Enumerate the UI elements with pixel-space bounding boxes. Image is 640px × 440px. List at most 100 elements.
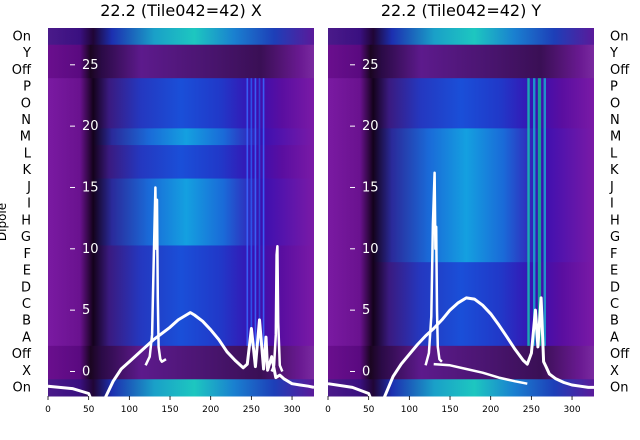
heatmap-row: [48, 379, 314, 397]
series-line: [270, 245, 284, 372]
heatmap-row: [328, 44, 594, 62]
x-tick-label: 200: [202, 405, 219, 415]
heatmap-row: [328, 278, 594, 297]
inner-tick-label: 15: [82, 180, 99, 195]
row-label: M: [20, 130, 31, 145]
vertical-bands: [246, 78, 265, 346]
x-tick-label: 250: [523, 405, 540, 415]
row-label: A: [610, 330, 619, 345]
heatmap-row: [328, 145, 594, 163]
flagged-band: [537, 78, 542, 346]
x-tick-labels: 0 50 100 150 200 250 300: [325, 396, 581, 415]
inner-tick-label: 25: [82, 58, 99, 73]
inner-tick-label: 25: [362, 58, 379, 73]
inner-tick-label: 20: [362, 119, 379, 134]
row-label: F: [610, 247, 617, 262]
row-label: J: [26, 180, 31, 195]
heatmap-row: [48, 28, 314, 46]
row-label: On: [13, 29, 31, 44]
flagged-band: [246, 78, 249, 346]
heatmap-row: [328, 61, 594, 79]
x-tick-label: 300: [283, 405, 300, 415]
chart-title: 22.2 (Tile042=42) X: [100, 1, 262, 20]
heatmap-cells: [48, 28, 314, 397]
x-tick-labels: 0 50 100 150 200 250 300: [45, 396, 301, 415]
heatmap-row: [328, 345, 594, 364]
inner-tick-label: 0: [362, 364, 370, 379]
row-label: G: [21, 230, 31, 245]
flagged-band: [254, 78, 257, 346]
row-label: H: [21, 213, 31, 228]
heatmap-cells: [328, 28, 594, 397]
heatmap-panel-y: 22.2 (Tile042=42) Y 0 5 10 15 20 25 On Y Off PON…: [325, 1, 630, 415]
flagged-band: [543, 78, 547, 346]
row-label: K: [610, 163, 619, 178]
heatmap-row: [328, 379, 594, 397]
x-tick-label: 250: [243, 405, 260, 415]
row-label: Y: [22, 46, 31, 61]
row-label: A: [22, 330, 31, 345]
row-label: N: [610, 113, 620, 128]
row-label: O: [21, 96, 31, 111]
heatmap-row: [328, 195, 594, 213]
x-tick-label: 150: [161, 405, 178, 415]
inner-tick-label: 10: [362, 242, 379, 257]
row-label: I: [610, 197, 614, 212]
row-label: X: [22, 364, 31, 379]
row-label: P: [23, 80, 31, 95]
flagged-band: [250, 78, 253, 346]
row-label: On: [610, 381, 628, 396]
x-tick-label: 0: [325, 405, 331, 415]
chart-title: 22.2 (Tile042=42) Y: [381, 1, 542, 20]
row-label: C: [610, 297, 619, 312]
row-label: On: [610, 29, 628, 44]
overlay-lines: [47, 186, 315, 410]
heatmap-row: [48, 212, 314, 230]
x-tick-label: 150: [441, 405, 458, 415]
row-label: On: [13, 381, 31, 396]
x-tick-label: 100: [121, 405, 138, 415]
row-label: H: [610, 213, 620, 228]
row-label: Y: [609, 46, 618, 61]
row-label: K: [22, 163, 31, 178]
inner-tick-label: 5: [362, 303, 370, 318]
inner-y-ticks: 0 5 10 15 20 25: [350, 58, 379, 379]
heatmap-row: [48, 145, 314, 163]
heatmap-row: [328, 161, 594, 180]
heatmap-row: [328, 329, 594, 347]
row-label: D: [21, 280, 31, 295]
series-line: [424, 171, 443, 366]
row-label: J: [609, 180, 614, 195]
heatmap-row: [328, 94, 594, 113]
x-tick-label: 0: [45, 405, 51, 415]
row-label: P: [610, 80, 618, 95]
row-label: M: [610, 130, 621, 145]
y-axis-label: Dipole: [0, 203, 9, 241]
flagged-band: [258, 78, 261, 346]
inner-tick-label: 15: [362, 180, 379, 195]
row-label: L: [610, 146, 618, 161]
heatmap-row: [48, 61, 314, 79]
row-label: Off: [610, 63, 630, 78]
x-tick-label: 100: [401, 405, 418, 415]
flagged-band: [532, 78, 536, 346]
flagged-band: [527, 78, 530, 346]
row-label: B: [610, 314, 619, 329]
heatmap-row: [328, 212, 594, 230]
heatmap-row: [48, 262, 314, 280]
inner-tick-label: 0: [82, 364, 90, 379]
series-line: [327, 296, 594, 410]
row-label: N: [21, 113, 31, 128]
x-tick-label: 50: [363, 405, 375, 415]
heatmap-row: [328, 28, 594, 46]
row-label: O: [610, 96, 620, 111]
heatmap-row: [48, 195, 314, 213]
inner-tick-label: 5: [82, 303, 90, 318]
inner-tick-label: 20: [82, 119, 99, 134]
row-label: X: [610, 364, 619, 379]
flagged-band: [262, 78, 265, 346]
row-label: L: [24, 146, 32, 161]
